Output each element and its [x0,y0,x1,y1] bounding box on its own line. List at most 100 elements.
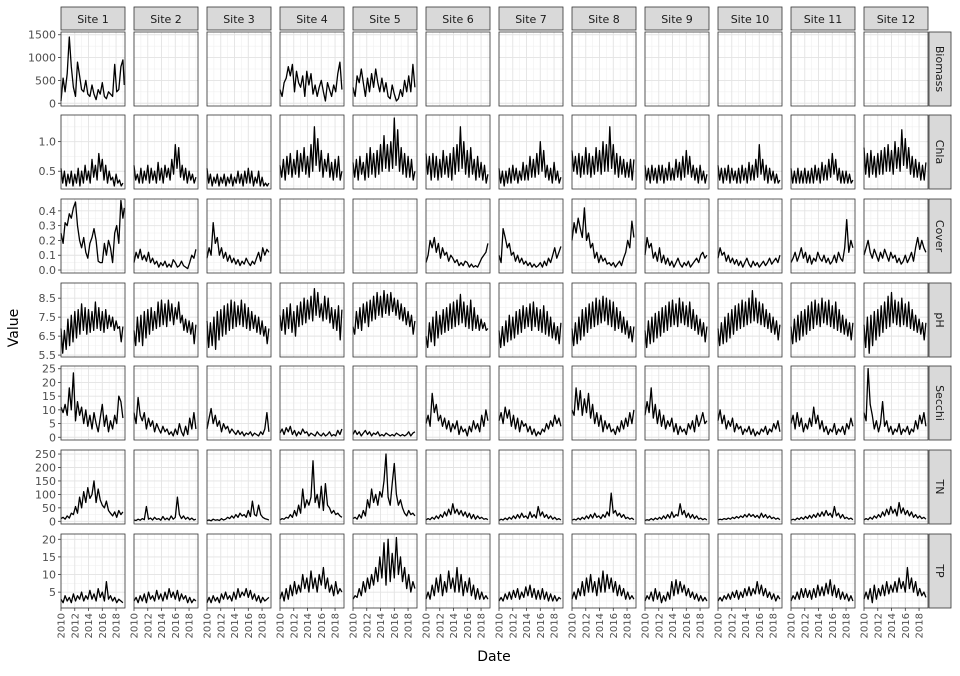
panel-background [207,450,271,524]
panel-border [133,449,199,525]
facet-panel [425,31,491,107]
facet-panel [644,198,710,274]
facet-panel [206,198,272,274]
facet-panel [60,31,126,107]
panel-background [645,534,709,608]
facet-panel [644,449,710,525]
x-tick-label: 2014 [741,613,752,638]
x-tick-label: 2018 [477,613,488,638]
series-line [279,288,343,341]
panel-background [280,534,344,608]
facet-panel [133,114,199,190]
series-line [790,406,854,436]
facet-strip-label: Chla [933,140,946,164]
facet-panel [206,282,272,358]
series-line [279,126,343,181]
series-line [425,293,489,349]
series-line [863,291,927,354]
series-line [425,503,489,521]
panel-border [498,198,564,274]
facet-panel [644,533,710,609]
y-tick-label: 15 [42,390,56,403]
panel-border [717,365,783,441]
y-tick-label: 200 [35,461,56,474]
facet-strip-label: Site 7 [515,13,547,26]
series-line [133,587,197,604]
panel-border [133,282,199,358]
facet-panel [425,365,491,441]
series-line [717,143,781,184]
panel-background [572,450,636,524]
facet-panel [498,31,564,107]
x-tick-label: 2016 [171,613,182,638]
y-tick-label: 5 [49,586,56,599]
x-tick-label: 2010 [422,613,433,638]
facet-strip-label: Site 10 [731,13,770,26]
panel-border [790,114,856,190]
facet-panel [279,365,345,441]
series-line [498,406,562,437]
x-tick-label: 2014 [84,613,95,638]
facet-strip-background [644,6,710,31]
series-line [206,299,270,351]
panel-border [571,198,637,274]
series-line [206,167,270,187]
panel-border [790,282,856,358]
x-tick-label: 2018 [550,613,561,638]
x-tick-label: 2018 [404,613,415,638]
facet-panel [498,198,564,274]
series-line [571,570,635,600]
x-tick-label: 2014 [230,613,241,638]
x-tick-label: 2016 [609,613,620,638]
series-line [498,584,562,602]
facet-strip-top: Site 5 [352,6,418,31]
panel-border [498,31,564,107]
facet-strip-label: Site 4 [296,13,328,26]
x-tick-label: 2012 [216,613,227,638]
series-line [279,425,343,437]
panel-background [718,450,782,524]
facet-strip-label: Site 5 [369,13,401,26]
series-line [352,117,416,181]
panel-border [352,31,418,107]
panel-border [352,198,418,274]
panel-border [352,114,418,190]
panel-border [206,31,272,107]
panel-border [863,198,929,274]
panel-background [791,450,855,524]
x-tick-label: 2018 [185,613,196,638]
facet-panel [206,533,272,609]
panel-border [352,449,418,525]
series-line [60,372,124,433]
series-line [279,566,343,602]
series-line [644,503,708,522]
series-line [790,152,854,184]
panel-background [134,450,198,524]
panel-border [571,114,637,190]
facet-strip-right: Secchi [928,365,952,441]
series-line [425,236,489,268]
facet-panel [571,282,637,358]
y-tick-label: 0.2 [39,234,57,247]
facet-panel [352,198,418,274]
x-tick-label: 2012 [800,613,811,638]
series-line [790,297,854,345]
panel-border [717,282,783,358]
panel-border [717,533,783,609]
facet-strip-label: Site 1 [77,13,109,26]
facet-strip-right: Biomass [928,31,952,107]
panel-border [133,198,199,274]
facet-strip-background [498,6,564,31]
x-tick-label: 2012 [873,613,884,638]
x-tick-label: 2016 [244,613,255,638]
panel-border [644,365,710,441]
series-line [60,301,124,354]
panel-border [133,31,199,107]
facet-strip-top: Site 9 [644,6,710,31]
panel-border [133,533,199,609]
facet-panel [133,282,199,358]
x-tick-label: 2012 [289,613,300,638]
panel-border [790,365,856,441]
facet-panel [60,365,126,441]
series-line [498,301,562,349]
